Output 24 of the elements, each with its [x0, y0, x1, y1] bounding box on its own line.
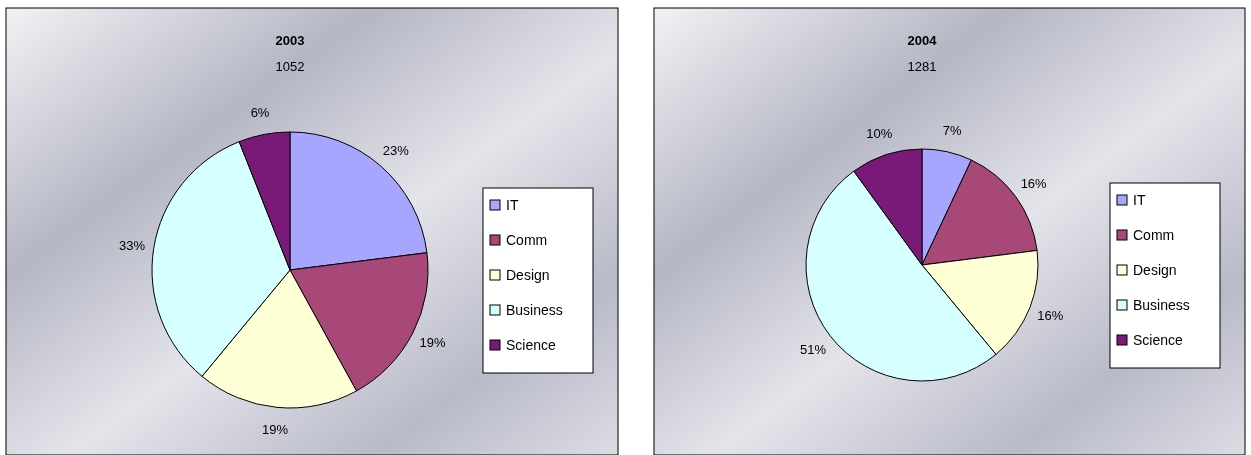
- data-label: 51%: [799, 342, 827, 358]
- legend-label: Comm: [1133, 227, 1175, 243]
- chart-title: 2003: [275, 33, 305, 48]
- data-label: 33%: [118, 237, 146, 253]
- chart-subtitle: 1052: [275, 59, 305, 74]
- data-label: 6%: [250, 105, 270, 121]
- data-label: 16%: [1020, 176, 1048, 192]
- data-label: 19%: [261, 421, 289, 437]
- legend-label: Design: [1133, 262, 1177, 278]
- legend-label: IT: [1133, 192, 1146, 208]
- chart-subtitle: 1281: [907, 59, 937, 74]
- data-label: 19%: [419, 335, 447, 351]
- data-label: 23%: [382, 142, 410, 158]
- legend-label: Business: [506, 302, 563, 318]
- legend-label: Design: [506, 267, 550, 283]
- legend-label: Comm: [506, 232, 548, 248]
- data-label: 16%: [1037, 308, 1064, 324]
- chart-title: 2004: [907, 33, 938, 48]
- legend-label: Business: [1133, 297, 1190, 313]
- data-label: 7%: [942, 122, 962, 138]
- data-label: 10%: [866, 126, 893, 142]
- legend-label: Science: [506, 337, 557, 353]
- legend-label: IT: [506, 197, 519, 213]
- legend-label: Science: [1133, 332, 1184, 348]
